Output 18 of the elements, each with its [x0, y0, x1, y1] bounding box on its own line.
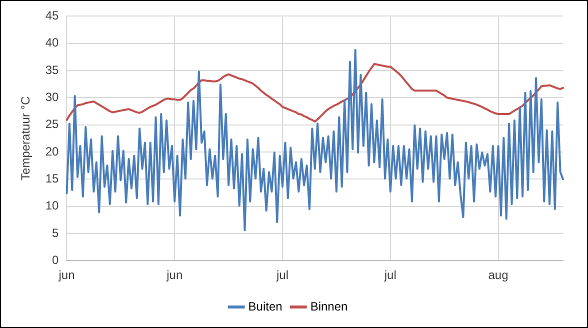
y-tick-label: 10: [45, 198, 60, 213]
x-tick-label: aug: [488, 268, 508, 282]
x-tick-label: jun: [166, 268, 183, 282]
y-tick-label: 5: [52, 226, 60, 240]
x-tick-label: jul: [276, 268, 289, 282]
x-tick-label: jul: [383, 268, 396, 282]
y-tick-label: 15: [45, 171, 60, 186]
y-tick-label: 40: [45, 36, 60, 50]
legend-label: Binnen: [310, 299, 348, 314]
y-tick-label: 25: [45, 117, 60, 132]
x-tick-label: jun: [58, 268, 75, 282]
y-tick-label: 30: [45, 90, 60, 104]
y-axis-title: Temperatuur °C: [18, 96, 33, 180]
legend-label: Buiten: [248, 299, 282, 314]
y-tick-label: 20: [45, 144, 60, 158]
y-tick-label: 0: [52, 252, 60, 267]
y-tick-label: 35: [45, 62, 60, 77]
y-tick-label: 45: [45, 8, 60, 23]
